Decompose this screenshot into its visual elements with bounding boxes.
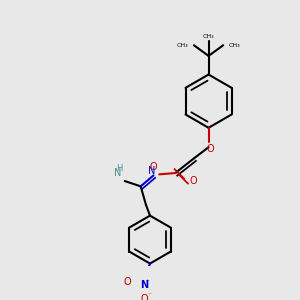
Text: O: O xyxy=(189,176,197,186)
Text: CH₃: CH₃ xyxy=(229,43,240,48)
Text: O: O xyxy=(141,294,148,300)
Text: N: N xyxy=(114,168,122,178)
Text: ⁻: ⁻ xyxy=(148,293,152,299)
Text: N: N xyxy=(148,167,155,176)
Text: O: O xyxy=(206,144,214,154)
Text: ⁻: ⁻ xyxy=(124,282,128,288)
Text: N: N xyxy=(141,280,149,290)
Text: O: O xyxy=(124,277,131,287)
Text: CH₃: CH₃ xyxy=(203,34,214,39)
Text: O: O xyxy=(150,162,157,172)
Text: H: H xyxy=(116,164,123,172)
Text: ⁺: ⁺ xyxy=(146,280,150,286)
Text: CH₃: CH₃ xyxy=(177,43,189,48)
